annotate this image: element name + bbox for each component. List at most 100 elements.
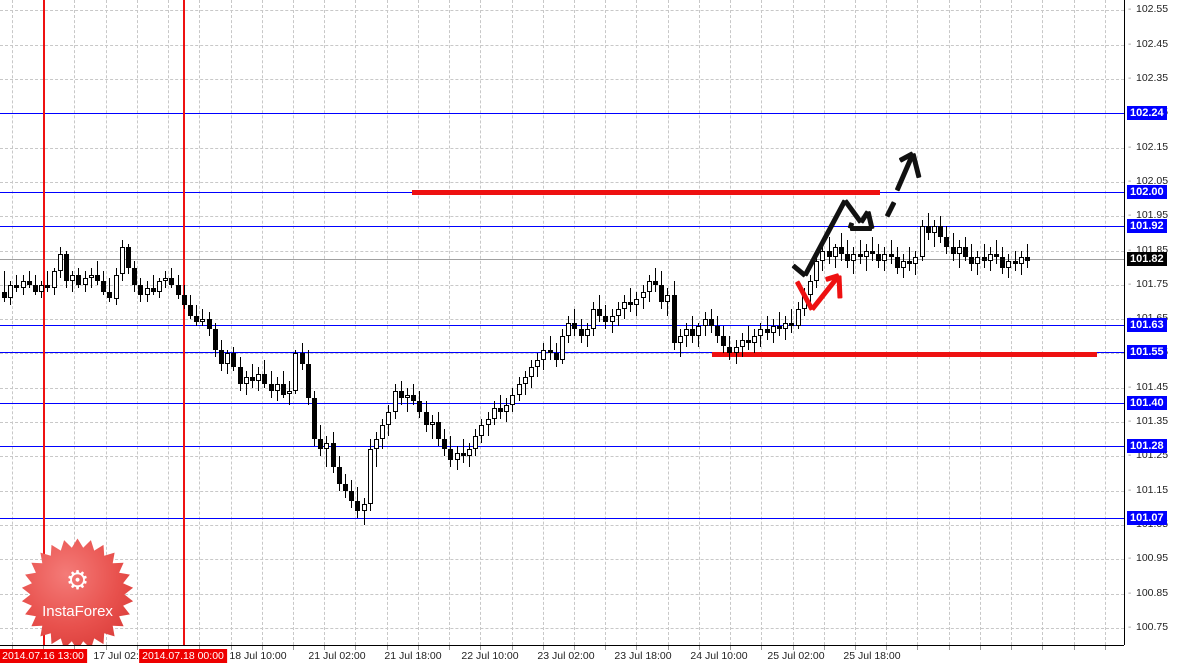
price-level-label-101-07[interactable]: 101.07 — [1127, 511, 1167, 525]
candle-body — [907, 260, 913, 265]
time-tick-mark — [293, 646, 294, 650]
gridline-horizontal — [0, 456, 1124, 458]
gridline-vertical — [823, 0, 825, 645]
time-tick-label: 24 Jul 10:00 — [690, 650, 748, 662]
watermark-label: InstaForex — [42, 603, 113, 620]
candle-wick — [983, 243, 985, 268]
gear-person-icon: ⚙ — [65, 565, 90, 595]
time-tick-mark — [480, 646, 482, 650]
candle-wick — [859, 240, 861, 265]
price-tick: -100.85 — [1125, 587, 1180, 600]
candle-body — [919, 226, 925, 258]
candle-body — [219, 349, 224, 364]
price-level-label-102-24[interactable]: 102.24 — [1127, 106, 1167, 120]
price-level-line-101-82 — [0, 259, 1124, 260]
price-level-label-102-00[interactable]: 102.00 — [1127, 185, 1167, 199]
candle-wick — [996, 240, 997, 265]
candle-body — [615, 308, 621, 316]
tick-dash-icon: - — [1128, 4, 1132, 16]
candle-body — [690, 329, 696, 337]
candle-body — [101, 281, 107, 292]
candle-wick — [283, 370, 284, 398]
candle-body — [777, 325, 782, 330]
candle-wick — [909, 247, 911, 271]
time-tick-label: 18 Jul 10:00 — [229, 650, 287, 662]
candle-body — [659, 284, 665, 302]
price-level-line-101-07 — [0, 518, 1124, 519]
gridline-vertical — [136, 0, 138, 645]
time-tick-mark — [854, 646, 856, 650]
candle-body — [26, 281, 32, 285]
price-axis[interactable]: -102.55-102.45-102.35-102.25-102.15-102.… — [1124, 0, 1180, 645]
tick-dash-icon: - — [1128, 175, 1132, 187]
candle-body — [516, 384, 522, 395]
support-line-101-55 — [712, 352, 1097, 357]
time-tick-mark — [12, 646, 13, 650]
candle-body — [256, 374, 262, 381]
candle-body — [640, 291, 646, 299]
gridline-horizontal — [0, 524, 1124, 526]
time-tick-mark — [168, 646, 170, 650]
candle-body — [305, 363, 311, 398]
price-level-label-101-28[interactable]: 101.28 — [1127, 439, 1167, 453]
candle-body — [1012, 260, 1018, 265]
price-level-label-101-92[interactable]: 101.92 — [1127, 219, 1167, 233]
candle-body — [820, 250, 826, 261]
candle-body — [541, 349, 547, 361]
price-tick-label: 101.75 — [1136, 277, 1169, 290]
gridline-horizontal — [0, 422, 1124, 423]
candle-wick — [28, 271, 30, 289]
price-level-line-101-28 — [0, 446, 1124, 447]
time-axis[interactable]: 2014.07.16 13:00 17 Jul 02:00 2014.07.18 0… — [0, 645, 1124, 666]
price-level-label-101-40[interactable]: 101.40 — [1127, 396, 1167, 410]
candle-body — [671, 295, 677, 344]
candle-body — [597, 308, 603, 316]
instaforex-watermark: ⚙ InstaForex — [20, 537, 135, 645]
gridline-horizontal — [0, 593, 1124, 595]
candle-wick — [766, 315, 768, 340]
time-tick-mark — [730, 646, 732, 650]
axis-corner — [1124, 645, 1180, 666]
time-tick-mark — [605, 646, 607, 650]
time-tick-mark — [136, 646, 138, 650]
candle-wick — [407, 387, 408, 412]
candle-body — [560, 336, 565, 361]
candle-body — [628, 301, 634, 306]
gridline-vertical — [1042, 0, 1044, 645]
time-marker-line — [183, 0, 185, 645]
gridline-vertical — [12, 0, 13, 645]
time-tick-mark — [917, 646, 919, 650]
gridline-vertical — [230, 0, 232, 645]
price-tick-label: 101.35 — [1136, 415, 1169, 427]
gridline-vertical — [293, 0, 294, 645]
candle-body — [944, 236, 950, 247]
candle-wick — [202, 308, 204, 326]
arrowhead-stroke — [836, 274, 843, 299]
price-level-label-101-82[interactable]: 101.82 — [1127, 252, 1167, 266]
price-tick-label: 102.15 — [1136, 140, 1169, 153]
gridline-vertical — [417, 0, 419, 645]
candle-body — [436, 422, 441, 440]
price-tick: -101.15 — [1125, 484, 1180, 497]
candle-body — [857, 253, 863, 258]
candle-body — [380, 425, 386, 440]
gridline-vertical — [74, 0, 76, 645]
gridline-vertical — [355, 0, 357, 645]
candle-body — [1025, 257, 1030, 261]
candle-wick — [828, 236, 830, 265]
candle-body — [950, 247, 956, 254]
gridline-vertical — [542, 0, 544, 645]
tick-dash-icon: - — [1128, 278, 1132, 290]
price-level-line-101-63 — [0, 325, 1124, 326]
candle-wick — [462, 439, 464, 464]
gridline-vertical — [730, 0, 732, 645]
time-tick-mark — [542, 646, 544, 650]
tick-dash-icon: - — [1128, 450, 1132, 462]
time-tick-label: 23 Jul 02:00 — [537, 650, 595, 662]
candle-body — [932, 226, 937, 234]
candle-body — [194, 315, 200, 323]
chart-plot-area[interactable]: ⚙ InstaForex — [0, 0, 1124, 645]
price-level-label-101-63[interactable]: 101.63 — [1127, 318, 1167, 332]
price-level-label-101-55[interactable]: 101.55 — [1127, 345, 1167, 359]
tick-dash-icon: - — [1128, 381, 1132, 393]
